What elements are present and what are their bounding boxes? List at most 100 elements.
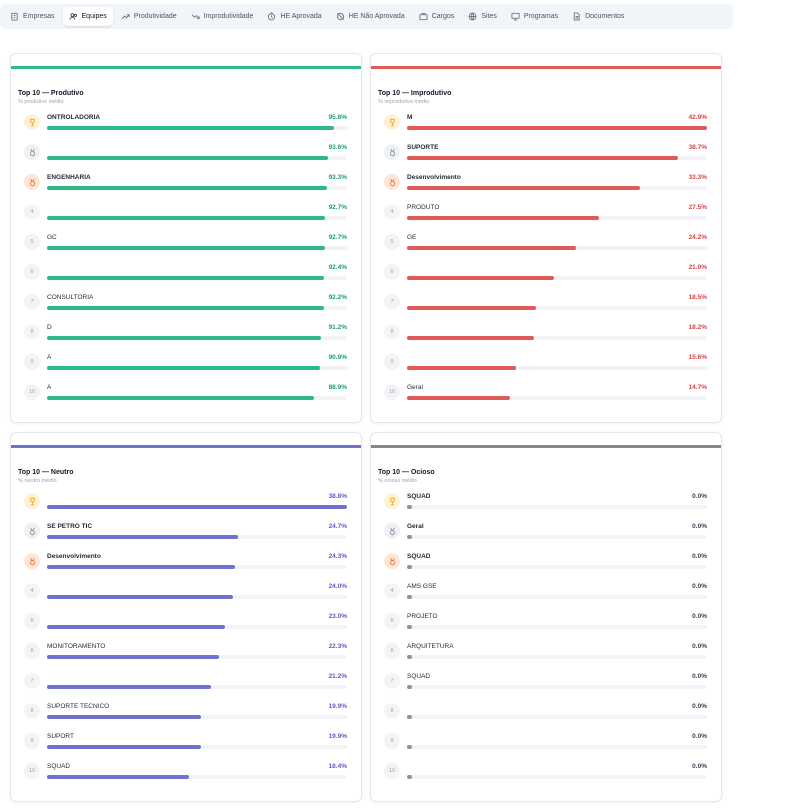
ranking-row: 8 D 91.2%: [11, 320, 361, 350]
bronze-medal-icon: [384, 553, 400, 569]
ranking-row: 5 23.0%: [11, 609, 361, 639]
progress-fill: [407, 685, 413, 689]
ranking-row: 6 21.0%: [371, 260, 721, 290]
tab-label: HE Não Aprovada: [348, 13, 405, 20]
rank-badge: 8: [384, 703, 400, 719]
percent-value: 92.7%: [328, 234, 347, 241]
ranking-row: 8 0.0%: [371, 699, 721, 729]
percent-value: 0.0%: [692, 583, 707, 590]
percent-value: 0.0%: [692, 493, 707, 500]
team-name: A: [47, 354, 52, 361]
rank-badge: 9: [384, 733, 400, 749]
tab-cargos[interactable]: Cargos: [413, 7, 461, 26]
tab-improdutividade[interactable]: Improdutividade: [185, 7, 260, 26]
team-name: MONITORAMENTO: [47, 643, 106, 650]
progress-fill: [407, 565, 413, 569]
tab-he-aprovada[interactable]: HE Aprovada: [261, 7, 327, 26]
percent-value: 0.0%: [692, 673, 707, 680]
briefcase-icon: [419, 12, 428, 21]
tab-equipes[interactable]: Equipes: [62, 7, 113, 26]
percent-value: 24.7%: [328, 523, 347, 530]
ranking-row: 9 SUPORT 19.9%: [11, 729, 361, 759]
silver-medal-icon: [24, 523, 40, 539]
tab-empresas[interactable]: Empresas: [4, 7, 61, 26]
tab-bar: Empresas Equipes Produtividade Improdutivid…: [0, 4, 733, 29]
team-name: GC: [47, 234, 57, 241]
progress-fill: [407, 745, 413, 749]
progress-fill: [407, 246, 577, 250]
percent-value: 42.9%: [688, 114, 707, 121]
panel-ocioso: Top 10 — Ocioso % ocioso médio SQUAD 0.0%…: [370, 432, 722, 802]
progress-track: [47, 336, 347, 340]
progress-track: [407, 715, 707, 719]
percent-value: 18.2%: [688, 324, 707, 331]
trophy-icon: [24, 114, 40, 130]
progress-fill: [47, 595, 233, 599]
progress-track: [407, 775, 707, 779]
progress-track: [47, 625, 347, 629]
clock-off-icon: [336, 12, 345, 21]
progress-track: [407, 306, 707, 310]
rank-badge: 8: [384, 324, 400, 340]
team-name: SE PETRO TIC: [47, 523, 93, 530]
ranking-row: 38.8%: [11, 489, 361, 519]
progress-track: [407, 246, 707, 250]
ranking-row: 4 PRODUTO 27.5%: [371, 200, 721, 230]
percent-value: 38.8%: [328, 493, 347, 500]
panel-subtitle: % neutro médio: [18, 478, 57, 484]
progress-fill: [47, 715, 201, 719]
progress-track: [407, 276, 707, 280]
panel-title: Top 10 — Produtivo: [18, 90, 84, 97]
progress-fill: [47, 745, 201, 749]
percent-value: 0.0%: [692, 613, 707, 620]
tab-sites[interactable]: Sites: [462, 7, 503, 26]
percent-value: 18.4%: [328, 763, 347, 770]
tab-he-n-o-aprovada[interactable]: HE Não Aprovada: [330, 7, 411, 26]
ranking-list: 38.8% SE PETRO TIC 24.7% Desenvolvimento 24.…: [11, 489, 361, 789]
progress-track: [47, 565, 347, 569]
progress-track: [407, 685, 707, 689]
progress-track: [47, 306, 347, 310]
team-name: ONTROLADORIA: [47, 114, 101, 121]
building-icon: [10, 12, 19, 21]
ranking-row: 4 24.0%: [11, 579, 361, 609]
rank-badge: 6: [384, 264, 400, 280]
tab-label: Equipes: [81, 13, 107, 20]
rank-badge: 7: [384, 294, 400, 310]
percent-value: 93.6%: [328, 144, 347, 151]
team-name: PROJETO: [407, 613, 438, 620]
progress-track: [47, 186, 347, 190]
percent-value: 90.9%: [328, 354, 347, 361]
progress-track: [47, 276, 347, 280]
rank-badge: 10: [24, 763, 40, 779]
progress-track: [407, 366, 707, 370]
team-name: SQUAD: [407, 673, 431, 680]
ranking-row: 6 MONITORAMENTO 22.3%: [11, 639, 361, 669]
progress-track: [47, 685, 347, 689]
trending-up-icon: [121, 12, 130, 21]
tab-produtividade[interactable]: Produtividade: [115, 7, 183, 26]
rank-badge: 9: [24, 733, 40, 749]
progress-fill: [47, 625, 225, 629]
progress-fill: [47, 565, 235, 569]
ranking-list: M 42.9% SUPORTE 38.7% Desenvolvimento 33.3% 4 P…: [371, 110, 721, 410]
rank-badge: 4: [384, 583, 400, 599]
progress-fill: [407, 625, 413, 629]
rank-badge: 8: [24, 324, 40, 340]
progress-track: [407, 535, 707, 539]
monitor-icon: [511, 12, 520, 21]
rank-badge: 4: [24, 204, 40, 220]
percent-value: 21.0%: [688, 264, 707, 271]
ranking-row: 9 15.6%: [371, 350, 721, 380]
team-name: PRODUTO: [407, 204, 440, 211]
team-name: Desenvolvimento: [407, 174, 461, 181]
tab-programas[interactable]: Programas: [505, 7, 564, 26]
panel-improdutivo: Top 10 — Improdutivo % improdutivo médio…: [370, 53, 722, 423]
progress-fill: [407, 775, 413, 779]
tab-documentos[interactable]: Documentos: [566, 7, 630, 26]
tab-label: Programas: [523, 13, 559, 20]
percent-value: 0.0%: [692, 733, 707, 740]
ranking-list: SQUAD 0.0% Geral 0.0% SQUAD 0.0% 4 AMS GSE 0.0% 5…: [371, 489, 721, 789]
percent-value: 19.9%: [328, 703, 347, 710]
ranking-row: SUPORTE 38.7%: [371, 140, 721, 170]
